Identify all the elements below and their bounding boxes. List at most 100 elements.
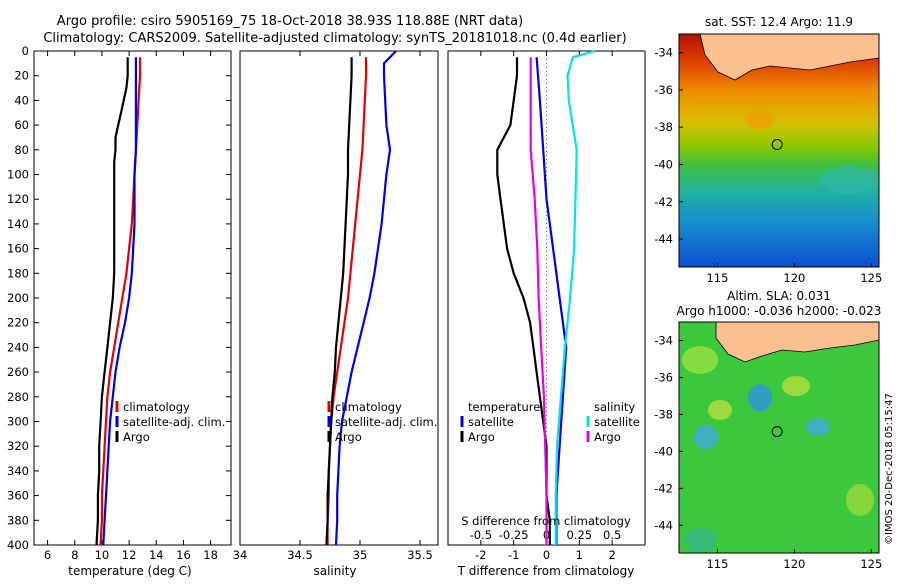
map-y-tick-label: -42 (654, 481, 673, 495)
temperature-x-axis: 6 8 10 12 14 16 18 (44, 51, 218, 562)
y-tick-label: 80 (14, 143, 29, 157)
map-y-tick-label: -44 (654, 518, 673, 532)
sst-map-axes: 115 120 125 -34 -36 -38 -40 -42 -44 (654, 46, 882, 285)
x-tick-label: 16 (176, 548, 191, 562)
sla-land-mask (715, 322, 879, 363)
sla-high-patch (708, 400, 732, 420)
salinity-x-axis: 34 34.5 35 35.5 (233, 51, 433, 562)
x-tick-label: 8 (71, 548, 78, 562)
map-y-tick-label: -36 (654, 370, 673, 384)
map-y-tick-label: -34 (654, 333, 673, 347)
sst-warm-patch (746, 111, 774, 129)
map-y-tick-label: -34 (654, 46, 673, 60)
x-tick-label: 2 (609, 548, 616, 562)
sst-map-title: sat. SST: 12.4 Argo: 11.9 (705, 15, 853, 29)
map-x-tick-label: 115 (706, 271, 728, 285)
series-line-argo (325, 57, 353, 546)
x-tick-label: 34 (233, 548, 248, 562)
map-y-tick-label: -38 (654, 407, 673, 421)
sla-low-patch (694, 425, 718, 449)
series-line-satellite-adj-clim- (334, 50, 397, 546)
x-tick-label: 35.5 (407, 548, 433, 562)
y-tick-label: 280 (7, 390, 29, 404)
difference-panel: -2 -1 0 1 2-0.5 -0.25 0 0.25 0.5 T difference fr… (447, 49, 646, 578)
y-tick-label: 220 (7, 316, 29, 330)
temperature-axes (33, 50, 232, 546)
sst-cool-patch (820, 166, 879, 194)
legend-label-s-argo: Argo (594, 430, 621, 444)
y-tick-label: 60 (14, 118, 29, 132)
figure-title-line1: Argo profile: csiro 5905169_75 18-Oct-20… (57, 14, 523, 29)
sst-land-mask (699, 34, 879, 81)
y-tick-label: 320 (7, 439, 29, 453)
sla-high-patch (782, 376, 810, 396)
legend-label-argo: Argo (335, 430, 362, 444)
sst-field (679, 34, 879, 267)
sla-map-title-line2: Argo h1000: -0.036 h2000: -0.023 (677, 304, 882, 318)
x-tick-label: 34.5 (287, 548, 313, 562)
map-x-tick-label: 125 (860, 271, 882, 285)
series-line-satellite-adj-clim- (102, 57, 137, 546)
sla-argo-marker (771, 426, 783, 438)
x-tick-label: 0 (543, 548, 550, 562)
x-tick-label: 35 (353, 548, 368, 562)
difference-x-axis: -2 -1 0 1 2-0.5 -0.25 0 0.25 0.5 (470, 51, 621, 562)
legend-label-satellite: satellite-adj. clim. (123, 415, 225, 429)
y-tick-label: 140 (7, 217, 29, 231)
s-difference-xlabel: S difference from climatology (461, 514, 631, 528)
map-y-tick-label: -40 (654, 444, 673, 458)
s-tick-label: 0.25 (567, 528, 593, 542)
salinity-panel: 34 34.5 35 35.5 salinity climatology satell… (233, 50, 439, 578)
legend-title-salinity: salinity (594, 400, 635, 414)
map-x-tick-label: 120 (783, 557, 805, 571)
y-tick-label: 340 (7, 464, 29, 478)
y-tick-label: 180 (7, 266, 29, 280)
map-x-tick-label: 115 (706, 557, 728, 571)
map-y-tick-label: -36 (654, 83, 673, 97)
legend-label-s-satellite: satellite (594, 415, 640, 429)
y-tick-label: 360 (7, 489, 29, 503)
x-tick-label: 14 (149, 548, 164, 562)
y-tick-label: 380 (7, 513, 29, 527)
x-tick-label: 12 (122, 548, 137, 562)
legend-label-argo: Argo (123, 430, 150, 444)
sla-patch (682, 346, 718, 374)
sla-map-axes: 115 120 125 -34 -36 -38 -40 -42 -44 (654, 333, 882, 571)
x-tick-label: -2 (475, 548, 486, 562)
sst-map-panel: sat. SST: 12.4 Argo: 11.9 115 120 125 -34 -3… (654, 15, 882, 285)
temperature-legend: climatology satellite-adj. clim. Argo (115, 400, 225, 444)
difference-series (496, 49, 596, 545)
salinity-xlabel: salinity (313, 564, 356, 578)
sst-argo-marker (771, 139, 783, 151)
legend-title-temperature: temperature (468, 400, 540, 414)
x-tick-label: 18 (203, 548, 218, 562)
figure-title-line2: Climatology: CARS2009. Satellite-adjuste… (43, 31, 626, 46)
y-tick-label: 20 (14, 69, 29, 83)
y-tick-label: 100 (7, 168, 29, 182)
map-x-tick-label: 125 (860, 557, 882, 571)
timestamp-stamp: ©IMOS 20-Dec-2018 05:15:47 (884, 393, 895, 545)
legend-label-satellite: satellite-adj. clim. (335, 415, 437, 429)
sla-low-patch (684, 528, 716, 552)
sla-low-patch (806, 418, 830, 436)
s-tick-label: 0.5 (603, 528, 621, 542)
y-tick-label: 120 (7, 192, 29, 206)
sst-map-frame (678, 33, 880, 268)
y-tick-label: 260 (7, 365, 29, 379)
sla-map-panel: Altim. SLA: 0.031 Argo h1000: -0.036 h20… (654, 289, 882, 571)
temperature-xlabel: temperature (deg C) (68, 564, 191, 578)
sla-high-patch (846, 484, 874, 516)
series-line-argo (95, 57, 129, 546)
x-tick-label: 1 (576, 548, 583, 562)
x-tick-label: 10 (95, 548, 110, 562)
salinity-difference-legend: salinity satellite Argo (586, 400, 640, 444)
map-y-tick-label: -40 (654, 157, 673, 171)
legend-label-t-argo: Argo (468, 430, 495, 444)
sla-low-patch (748, 384, 772, 412)
y-tick-label: 200 (7, 291, 29, 305)
series-line-s-argo (529, 57, 548, 545)
map-x-tick-label: 120 (783, 271, 805, 285)
t-difference-xlabel: T difference from climatology (457, 564, 635, 578)
salinity-legend: climatology satellite-adj. clim. Argo (327, 400, 437, 444)
